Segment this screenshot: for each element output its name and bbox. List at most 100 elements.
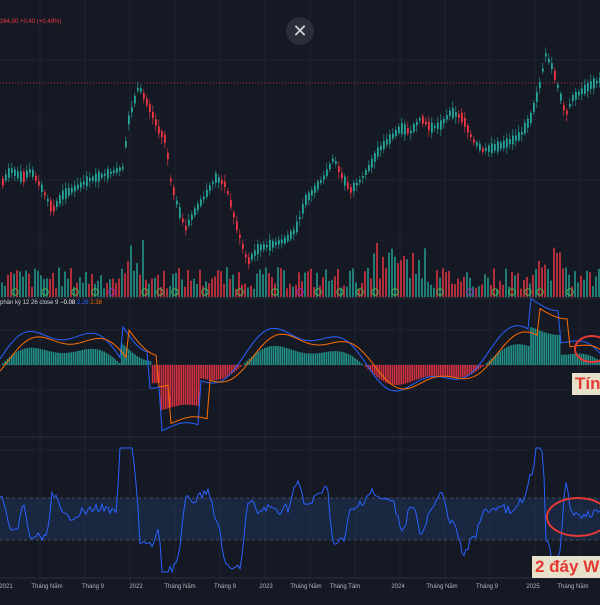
- candle: [74, 186, 76, 192]
- macd-histogram-bar: [497, 353, 499, 365]
- volume-bar: [121, 269, 123, 297]
- candle: [593, 78, 595, 88]
- volume-bar: [460, 282, 462, 297]
- candle: [548, 59, 550, 63]
- macd-histogram-bar: [35, 348, 37, 365]
- candle: [527, 119, 529, 128]
- macd-histogram-bar: [68, 353, 70, 365]
- volume-bar: [553, 248, 555, 297]
- macd-histogram-bar: [442, 365, 444, 376]
- macd-histogram-bar: [216, 365, 218, 380]
- candle: [344, 176, 346, 185]
- macd-histogram-bar: [268, 346, 270, 365]
- macd-histogram-bar: [572, 354, 574, 365]
- volume-bar: [55, 288, 57, 297]
- volume-bar: [481, 284, 483, 297]
- volume-bar: [505, 269, 507, 297]
- macd-histogram-bar: [543, 332, 545, 365]
- candle: [170, 179, 172, 181]
- volume-bar: [568, 275, 570, 297]
- volume-bar: [208, 283, 210, 297]
- macd-histogram-bar: [22, 349, 24, 365]
- volume-bar: [229, 279, 231, 297]
- volume-bar: [52, 273, 54, 297]
- candle: [347, 182, 349, 188]
- close-icon[interactable]: ✕: [286, 17, 314, 45]
- candle: [20, 171, 22, 181]
- candle: [431, 123, 433, 133]
- macd-histogram-bar: [62, 353, 64, 365]
- macd-histogram-bar: [405, 365, 407, 384]
- volume-bar: [238, 272, 240, 297]
- volume-bar: [562, 268, 564, 297]
- volume-bar: [349, 271, 351, 297]
- candle: [95, 173, 97, 181]
- candle: [419, 118, 421, 120]
- candle: [110, 171, 112, 173]
- candle: [377, 147, 379, 156]
- volume-bar: [103, 288, 105, 297]
- volume-bar: [211, 278, 213, 297]
- candle: [569, 104, 571, 107]
- macd-histogram-bar: [559, 335, 561, 365]
- volume-bar: [193, 279, 195, 297]
- volume-bar: [457, 279, 459, 297]
- volume-bar: [118, 278, 120, 297]
- macd-histogram-bar: [319, 353, 321, 365]
- macd-histogram-bar: [99, 350, 101, 365]
- macd-histogram-bar: [392, 365, 394, 385]
- candle: [62, 191, 64, 200]
- volume-bar: [556, 253, 558, 297]
- macd-histogram-bar: [425, 365, 427, 377]
- volume-bar: [445, 272, 447, 297]
- volume-bar: [400, 260, 402, 297]
- volume-bar: [169, 286, 171, 297]
- macd-histogram-bar: [51, 352, 53, 365]
- macd-histogram-bar: [20, 350, 22, 365]
- candle: [590, 81, 592, 89]
- candle: [128, 116, 130, 125]
- volume-bar: [394, 257, 396, 297]
- macd-histogram-bar: [308, 354, 310, 365]
- candle: [185, 226, 187, 231]
- candle: [323, 175, 325, 179]
- volume-bar: [412, 253, 414, 297]
- candle: [302, 204, 304, 214]
- macd-histogram-bar: [570, 354, 572, 365]
- candle: [224, 182, 226, 187]
- candle: [554, 71, 556, 80]
- macd-histogram-bar: [295, 351, 297, 365]
- macd-histogram-bar: [515, 344, 517, 365]
- macd-histogram-bar: [103, 352, 105, 365]
- volume-bar: [226, 267, 228, 297]
- volume-bar: [136, 263, 138, 297]
- x-axis-label: Tháng Năm: [557, 584, 588, 590]
- volume-bar: [475, 288, 477, 297]
- macd-histogram-bar: [13, 354, 15, 365]
- macd-histogram-bar: [178, 365, 180, 406]
- macd-histogram-bar: [48, 351, 50, 365]
- volume-bar: [433, 288, 435, 297]
- candle: [422, 116, 424, 123]
- volume-bar: [484, 274, 486, 297]
- macd-histogram-bar: [352, 357, 354, 365]
- macd-histogram-bar: [304, 353, 306, 365]
- macd-histogram-bar: [145, 360, 147, 365]
- candle: [416, 122, 418, 126]
- macd-histogram-bar: [480, 365, 482, 368]
- candle: [296, 222, 298, 233]
- macd-histogram-bar: [286, 348, 288, 365]
- macd-histogram-bar: [482, 365, 484, 367]
- macd-histogram-bar: [213, 365, 215, 380]
- volume-bar: [166, 288, 168, 297]
- macd-histogram-bar: [420, 365, 422, 378]
- volume-bar: [424, 248, 426, 297]
- candle: [140, 88, 142, 92]
- candle: [191, 215, 193, 220]
- macd-histogram-bar: [429, 365, 431, 376]
- x-axis-label: 2024: [391, 584, 404, 590]
- macd-histogram-bar: [449, 365, 451, 377]
- candle: [212, 182, 214, 184]
- macd-histogram-bar: [81, 350, 83, 365]
- macd-histogram-bar: [128, 349, 130, 365]
